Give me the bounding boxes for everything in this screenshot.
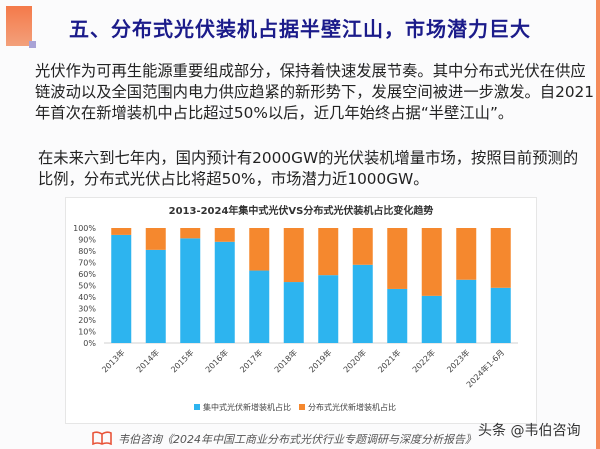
bar-centralized	[456, 279, 477, 343]
x-tick-label: 2022年	[410, 347, 437, 374]
paragraph-line: 光伏作为可再生能源重要组成部分，保持着快速发展节奏。其中分布式光伏在供应	[35, 62, 586, 80]
x-tick-label: 2013年	[100, 347, 127, 374]
bar-distributed	[214, 228, 235, 242]
bar-distributed	[249, 228, 270, 271]
bar-distributed	[180, 228, 201, 239]
source-citation: 韦伯咨询《2024年中国工商业分布式光伏行业专题调研与深度分析报告》	[118, 433, 476, 446]
x-tick-label: 2017年	[238, 347, 265, 374]
bar-centralized	[352, 264, 373, 343]
paragraph-line: 在未来六到七年内，国内预计有2000GW的光伏装机增量市场，按照目前预测的	[38, 149, 579, 167]
bar-centralized	[180, 238, 201, 343]
paragraph-1: 光伏作为可再生能源重要组成部分，保持着快速发展节奏。其中分布式光伏在供应 链波动…	[35, 61, 594, 124]
y-tick-label: 60%	[78, 270, 96, 279]
bar-distributed	[318, 228, 339, 276]
bar-centralized	[490, 287, 511, 343]
legend-label: 集中式光伏新增装机占比	[203, 402, 291, 412]
legend-swatch	[194, 404, 200, 410]
page-title: 五、分布式光伏装机占据半壁江山，市场潜力巨大	[69, 17, 531, 41]
x-tick-label: 2019年	[307, 347, 334, 374]
x-tick-label: 2016年	[203, 347, 230, 374]
paragraph-line: 比例，分布式光伏占比将超50%，市场潜力近1000GW。	[38, 170, 429, 188]
bar-centralized	[421, 295, 442, 343]
bar-distributed	[490, 228, 511, 288]
stacked-bar-chart: 2013-2024年集中式光伏VS分布式光伏装机占比变化趋势 0% 10% 20% 3…	[73, 204, 518, 412]
x-tick-label: 2020年	[341, 347, 368, 374]
y-tick-label: 100%	[73, 224, 96, 233]
y-tick-label: 10%	[78, 328, 96, 337]
title-accent-block	[6, 6, 32, 46]
bar-distributed	[145, 228, 166, 250]
title-accent-square	[29, 41, 36, 48]
legend-label: 分布式光伏新增装机占比	[308, 402, 396, 412]
y-tick-label: 20%	[78, 316, 96, 325]
paragraph-line: 年首次在新增装机中占比超过50%以后，近几年始终占据“半壁江山”。	[35, 104, 514, 122]
bar-distributed	[283, 228, 304, 283]
bar-distributed	[456, 228, 477, 280]
x-tick-label: 2023年	[445, 347, 472, 374]
bar-centralized	[283, 282, 304, 343]
paragraph-2: 在未来六到七年内，国内预计有2000GW的光伏装机增量市场，按照目前预测的 比例…	[38, 148, 578, 190]
watermark: 头条 @韦伯咨询	[478, 423, 581, 439]
x-tick-label: 2014年	[134, 347, 161, 374]
bar-centralized	[249, 270, 270, 343]
y-tick-label: 70%	[78, 259, 96, 268]
chart-title: 2013-2024年集中式光伏VS分布式光伏装机占比变化趋势	[169, 204, 434, 217]
bar-centralized	[318, 275, 339, 343]
bar-distributed	[421, 228, 442, 296]
bar-centralized	[214, 241, 235, 343]
x-tick-label: 2015年	[169, 347, 196, 374]
chart-container: 2013-2024年集中式光伏VS分布式光伏装机占比变化趋势 0% 10% 20% 3…	[65, 197, 537, 424]
bar-centralized	[145, 249, 166, 343]
legend-swatch	[299, 404, 305, 410]
bar-centralized	[111, 234, 132, 343]
y-tick-label: 0%	[83, 339, 96, 348]
footer: 韦伯咨询《2024年中国工商业分布式光伏行业专题调研与深度分析报告》	[0, 428, 600, 449]
y-tick-label: 30%	[78, 305, 96, 314]
bar-distributed	[352, 228, 373, 265]
y-tick-label: 90%	[78, 236, 96, 245]
right-edge-stripe	[596, 0, 600, 449]
y-tick-label: 40%	[78, 293, 96, 302]
x-tick-label: 2021年	[376, 347, 403, 374]
bar-distributed	[387, 228, 408, 289]
bar-distributed	[111, 228, 132, 235]
y-tick-label: 80%	[78, 247, 96, 256]
x-tick-label: 2018年	[272, 347, 299, 374]
y-tick-label: 50%	[78, 282, 96, 291]
bar-centralized	[387, 288, 408, 343]
paragraph-line: 链波动以及全国范围内电力供应趋紧的新形势下，发展空间被进一步激发。自2021	[35, 83, 595, 101]
book-icon	[92, 431, 112, 445]
